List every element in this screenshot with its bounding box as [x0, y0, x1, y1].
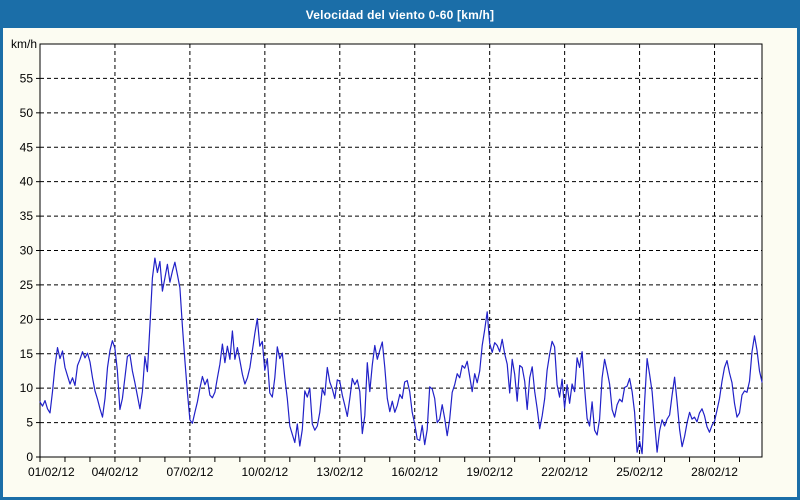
y-axis-tick-label: 20	[20, 312, 34, 326]
wind-speed-chart: 0 5 10 15 20 25 30 35 40 45 50 55 km/h 01/02/12 04/02/…	[11, 37, 763, 479]
y-axis-tick-label: 45	[20, 140, 34, 154]
chart-title-bar: Velocidad del viento 0-60 [km/h]	[3, 3, 797, 28]
y-axis-tick-label: 25	[20, 278, 34, 292]
x-axis-tick-label: 10/02/12	[241, 465, 288, 479]
y-axis-tick-label: 15	[20, 347, 34, 361]
y-axis-tick-label: 30	[20, 244, 34, 258]
y-axis-tick-label: 10	[20, 381, 34, 395]
y-axis-tick-label: 35	[20, 209, 34, 223]
y-axis-unit-label: km/h	[11, 37, 37, 51]
x-axis-tick-label: 13/02/12	[316, 465, 363, 479]
x-axis-tick-label: 28/02/12	[691, 465, 738, 479]
x-axis-tick-label: 04/02/12	[92, 465, 139, 479]
x-axis-tick-label: 16/02/12	[391, 465, 438, 479]
x-axis-tick-label: 07/02/12	[167, 465, 214, 479]
series-line	[39, 257, 763, 455]
chart-title: Velocidad del viento 0-60 [km/h]	[305, 8, 495, 22]
y-axis-tick-label: 5	[26, 416, 33, 430]
y-axis-tick-label: 50	[20, 106, 34, 120]
y-axis-tick-label: 40	[20, 175, 34, 189]
x-axis-tick-label: 25/02/12	[616, 465, 663, 479]
x-axis-tick-label: 22/02/12	[541, 465, 588, 479]
y-axis-tick-label: 55	[20, 71, 34, 85]
y-axis-tick-label: 0	[26, 450, 33, 464]
x-axis-tick-label: 01/02/12	[28, 465, 75, 479]
x-axis-tick-label: 19/02/12	[466, 465, 513, 479]
